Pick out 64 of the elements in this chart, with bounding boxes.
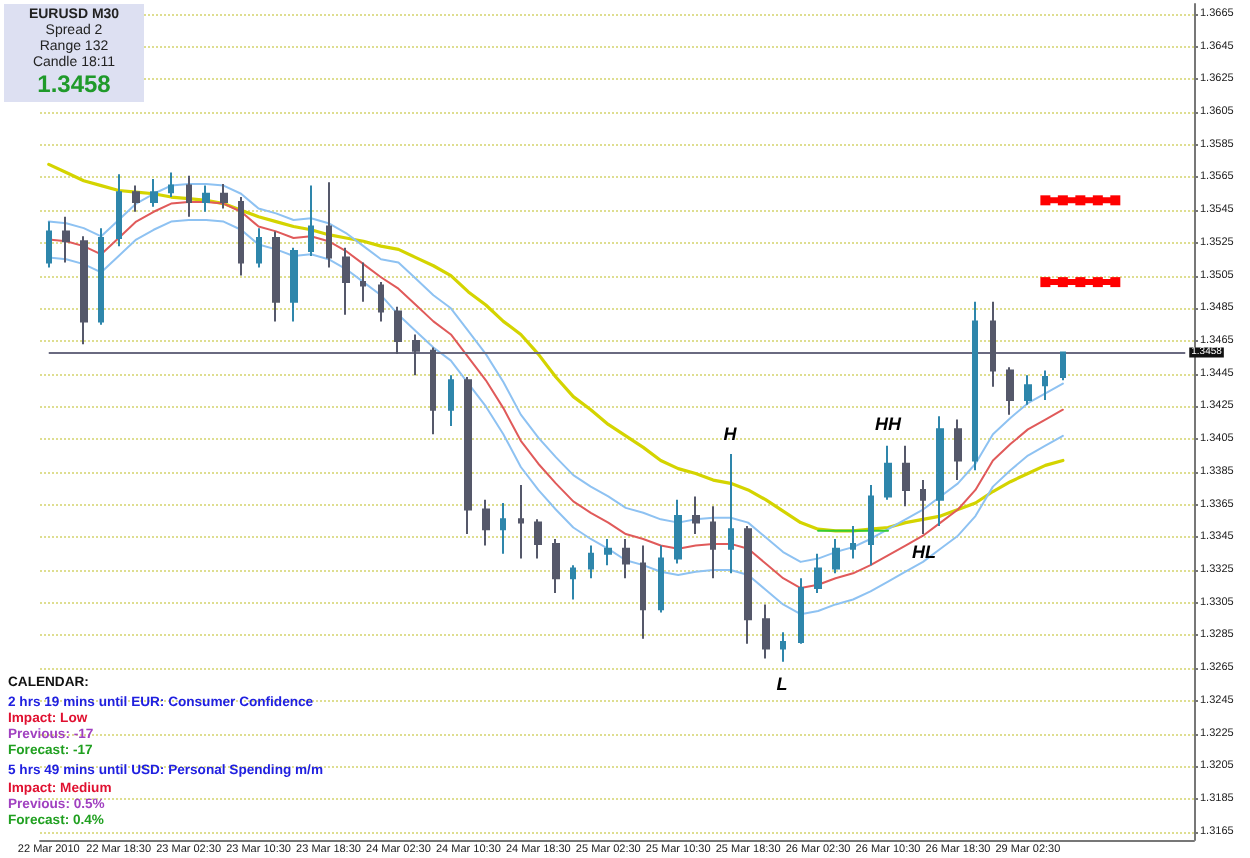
candlestick	[604, 537, 612, 567]
candlestick	[464, 376, 472, 536]
candlestick	[168, 171, 174, 199]
candlestick	[658, 544, 664, 614]
candlestick	[814, 552, 822, 594]
candlestick	[518, 483, 524, 560]
candlestick	[448, 374, 454, 428]
candlestick	[936, 415, 944, 527]
candlestick	[326, 181, 332, 269]
candlestick	[272, 230, 280, 323]
candlestick	[798, 577, 804, 645]
candlestick	[80, 235, 88, 346]
candlestick	[902, 444, 910, 508]
candlestick	[1060, 351, 1066, 382]
candlestick	[552, 537, 560, 594]
candlestick	[744, 524, 752, 645]
candlestick	[762, 603, 770, 660]
candlestick	[394, 305, 402, 356]
candlestick	[378, 281, 384, 323]
candlestick	[186, 174, 192, 218]
candlestick	[116, 173, 122, 248]
candlestick	[150, 178, 158, 208]
candlestick	[920, 479, 926, 536]
candlestick	[220, 182, 228, 210]
candlestick	[674, 498, 682, 565]
candlestick	[534, 518, 542, 560]
candlestick	[500, 501, 506, 555]
candlestick	[570, 564, 576, 601]
candlestick	[308, 184, 314, 257]
candlestick	[62, 215, 70, 264]
candlestick	[588, 544, 594, 580]
candlestick	[728, 452, 734, 575]
candlestick	[710, 505, 716, 580]
candlestick	[850, 524, 856, 560]
candlestick	[832, 537, 840, 575]
candlestick	[884, 444, 892, 501]
candlestick	[692, 495, 700, 536]
candlestick	[46, 220, 52, 269]
candlestick	[430, 346, 436, 436]
candlestick	[990, 300, 996, 388]
candlestick	[412, 333, 420, 377]
candlestick	[342, 246, 350, 316]
candlestick	[132, 184, 140, 213]
candlestick	[954, 418, 962, 482]
candlestick	[1024, 374, 1032, 406]
candlestick	[1042, 369, 1048, 401]
annotation: L	[776, 674, 788, 694]
candlestick	[202, 184, 210, 213]
candlestick	[256, 227, 262, 269]
candlestick	[360, 261, 366, 303]
candlestick	[622, 537, 630, 580]
candlestick	[98, 227, 104, 326]
candlestick	[640, 544, 646, 640]
candlestick	[868, 483, 874, 567]
candlestick	[780, 631, 786, 663]
candlestick	[1006, 366, 1014, 416]
annotation: H	[723, 424, 737, 444]
annotation: 1.3458	[35, 70, 113, 98]
annotation: HL	[912, 542, 936, 562]
candlestick	[238, 196, 244, 277]
annotation: HH	[875, 414, 901, 434]
candlestick	[482, 498, 490, 547]
candlestick	[290, 246, 298, 323]
candlestick	[972, 300, 978, 472]
